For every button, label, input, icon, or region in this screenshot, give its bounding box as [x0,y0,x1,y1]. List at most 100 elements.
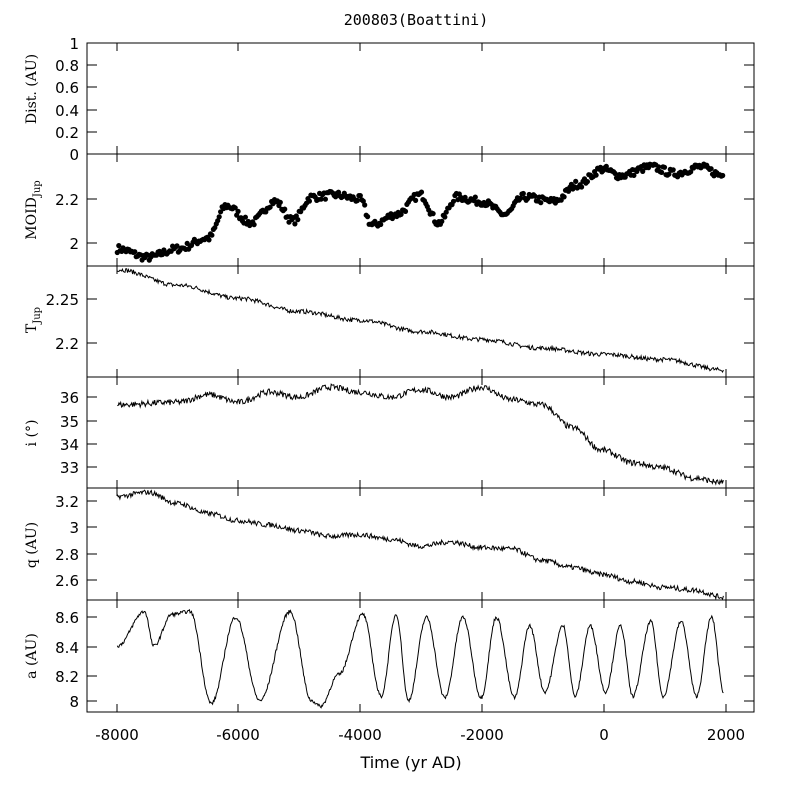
x-axis: -8000 -6000 -4000 -2000 0 2000 [95,726,745,744]
scatter-point [209,232,215,238]
scatter-point [631,172,637,178]
y-axis-label-main: T [24,323,40,333]
scatter-point [206,237,212,243]
scatter-point [517,195,524,201]
scatter-point [282,206,288,212]
panel-incl: 36 35 34 33 i (°) [24,376,755,489]
scatter-point [439,218,445,224]
y-tick-label: 8.4 [55,639,79,657]
scatter-point [132,249,138,255]
scatter-point [430,211,436,217]
y-tick-label: 2.2 [55,335,79,353]
scatter-point [565,188,572,194]
y-tick-label: 8 [69,693,79,711]
scatter-point [612,170,618,176]
series-line-incl [117,383,724,486]
scatter-point [116,243,122,249]
y-axis-label: MOIDJup [24,180,43,239]
scatter-point [235,208,241,214]
scatter-point [318,196,324,202]
y-tick-label: 33 [60,459,79,477]
scatter-point [354,197,360,204]
y-axis-label: i (°) [24,420,40,447]
y-tick-label: 35 [60,413,79,431]
panel-frame [86,42,755,155]
x-tick-label: -2000 [460,726,504,744]
scatter-point [174,243,180,249]
scatter-point [418,189,425,195]
scatter-point [670,167,676,173]
scatter-point [708,166,714,172]
scatter-point [640,168,646,174]
panel-frame [86,376,755,489]
y-axis-label: a (AU) [24,633,40,679]
x-tick-label: -8000 [95,726,139,744]
y-tick-label: 1 [69,35,79,53]
scatter-point [360,198,366,204]
scatter-point [666,171,672,177]
x-tick-label: 0 [599,726,609,744]
y-tick-label: 0.2 [55,124,79,142]
scatter-point [378,221,384,228]
scatter-point [720,172,726,179]
scatter-point [579,184,585,190]
y-tick-label: 34 [60,436,79,454]
x-tick-label: 2000 [707,726,745,744]
scatter-point [443,209,449,215]
y-axis-label-main: MOID [24,197,40,240]
x-tick-label: -6000 [216,726,260,744]
panel-a: 8.6 8.4 8.2 8 a (AU) [24,599,755,713]
x-axis-label: Time (yr AD) [359,753,461,772]
scatter-point [688,169,694,175]
panel-tjup: 2.25 2.2 TJup [24,265,755,378]
scatter-point [362,202,368,208]
scatter-point [573,178,579,184]
y-tick-label: 2 [69,235,79,253]
scatter-point [532,193,538,199]
series-line-tjup [117,267,724,374]
panel-q: 3.2 3 2.8 2.6 q (AU) [24,487,755,601]
y-axis-label: TJup [24,307,43,333]
scatter-point [538,200,544,206]
scatter-point [659,169,665,175]
scatter-point [322,196,328,202]
scatter-point [413,197,419,203]
scatter-point [442,214,448,220]
scatter-point [402,208,409,214]
scatter-point [306,198,312,204]
scatter-point [267,204,273,210]
chart-title: 200803(Boattini) [344,11,489,29]
scatter-point [561,194,567,200]
y-tick-label: 3.2 [55,493,79,511]
scatter-point [232,205,238,211]
scatter-point [357,193,363,199]
scatter-point [295,217,301,223]
y-tick-label: 2.2 [55,191,79,209]
panel-moid: 2.2 2 MOIDJup [24,153,755,267]
y-tick-label: 0.6 [55,79,79,97]
series-line-a [116,608,724,709]
y-tick-label: 0.4 [55,102,79,120]
scatter-point [656,164,662,170]
y-tick-label: 0 [69,146,79,164]
x-tick-label: -4000 [338,726,382,744]
y-tick-label: 0.8 [55,57,79,75]
scatter-point [218,209,224,215]
scatter-point [520,190,526,197]
scatter-point [472,194,478,200]
scatter-point [242,214,248,220]
scatter-point [277,199,283,205]
y-tick-label: 2.25 [46,291,79,309]
panel-frame [86,599,755,713]
scatter-point [661,164,668,170]
y-tick-label: 36 [60,389,79,407]
scatter-point [398,211,404,217]
scatter-point [450,198,457,204]
y-tick-label: 2.8 [55,546,79,564]
y-tick-label: 8.2 [55,668,79,686]
y-tick-label: 8.6 [55,609,79,627]
scatter-point [251,222,257,228]
y-axis-label-sub: Jup [32,180,43,198]
